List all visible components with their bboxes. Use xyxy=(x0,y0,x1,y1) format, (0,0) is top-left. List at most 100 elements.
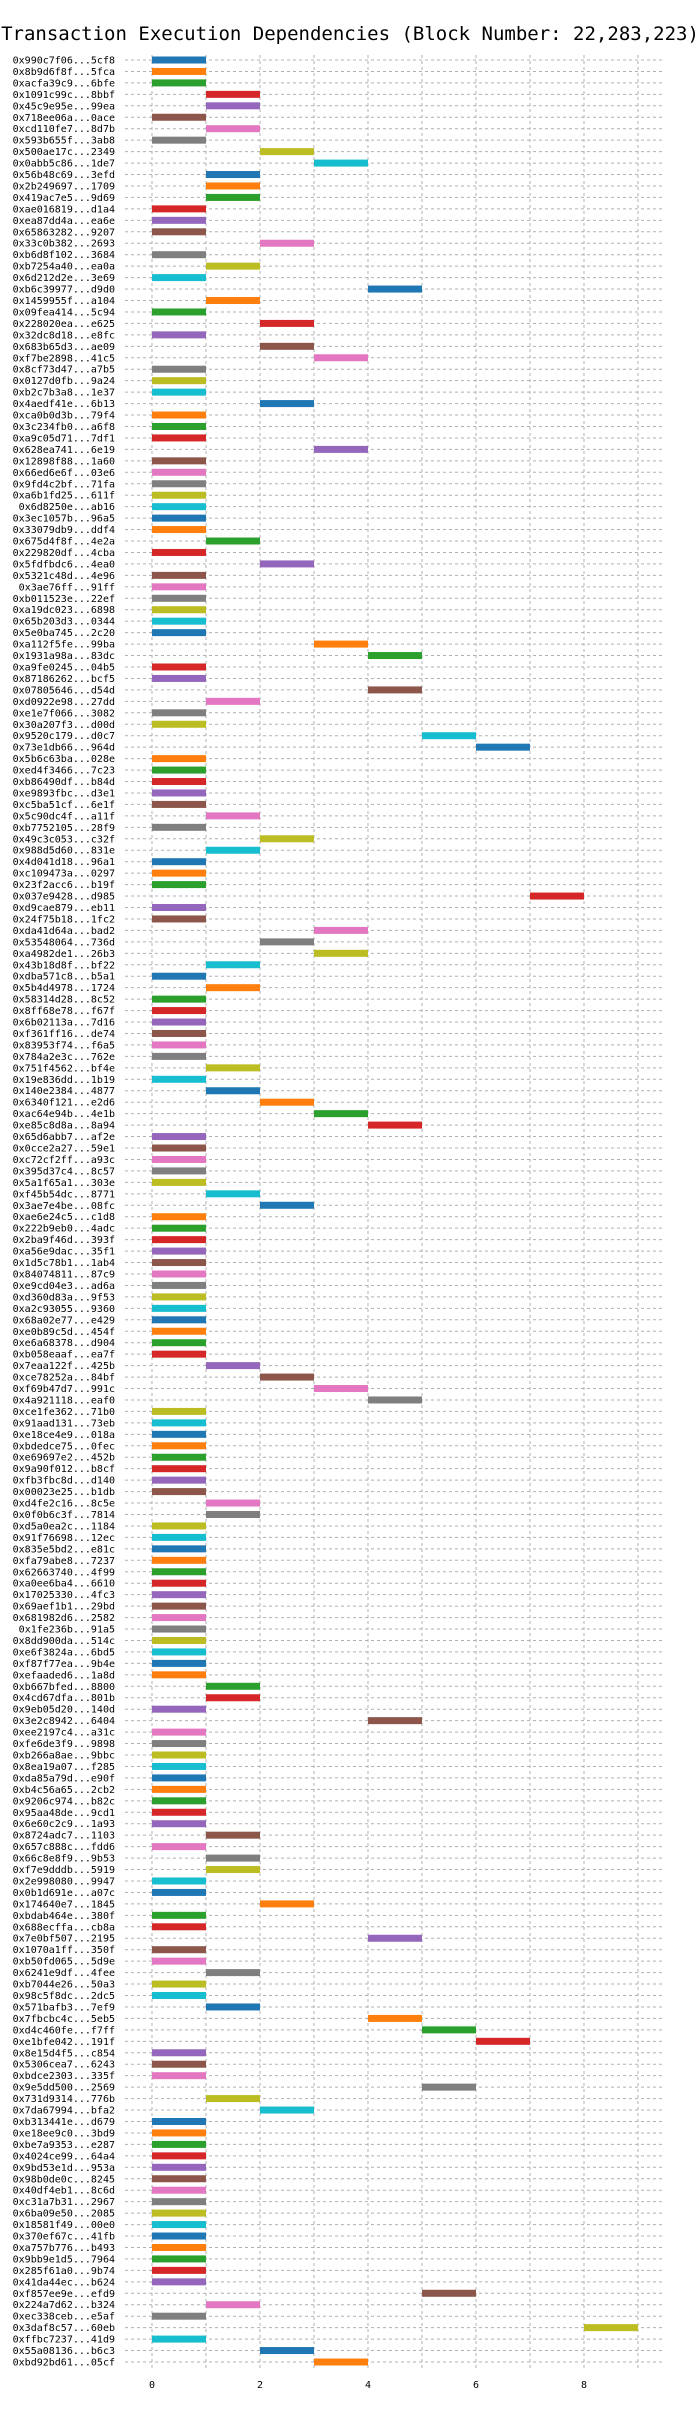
transaction-hash-label: 0xf857ee9e...efd9 xyxy=(13,2289,115,2300)
execution-bar xyxy=(152,869,206,877)
execution-bar xyxy=(152,1007,206,1015)
execution-bar xyxy=(206,812,260,820)
transaction-hash-label: 0xefaaded6...1a8d xyxy=(13,1670,115,1681)
transaction-hash-label: 0x4024ce99...64a4 xyxy=(13,2151,115,2162)
execution-bar xyxy=(152,1488,206,1496)
transaction-hash-label: 0x73e1db66...964d xyxy=(13,743,115,754)
execution-bar xyxy=(152,881,206,889)
execution-bar xyxy=(314,949,368,957)
transaction-hash-label: 0xa0ee6ba4...6610 xyxy=(13,1579,115,1590)
transaction-hash-label: 0xffbc7237...41d9 xyxy=(13,2335,115,2346)
transaction-hash-label: 0x55a08136...b6c3 xyxy=(13,2346,115,2357)
transaction-hash-label: 0x98c5f8dc...2dc5 xyxy=(13,1991,115,2002)
execution-bar xyxy=(260,2347,314,2355)
transaction-hash-label: 0x0f0b6c3f...7814 xyxy=(13,1510,115,1521)
execution-bar xyxy=(152,1556,206,1564)
execution-bar xyxy=(260,2106,314,2114)
execution-bar xyxy=(260,239,314,247)
transaction-hash-label: 0x628ea741...6e19 xyxy=(13,445,115,456)
execution-bar xyxy=(368,2014,422,2022)
execution-bar xyxy=(260,342,314,350)
execution-bar xyxy=(152,1075,206,1083)
execution-bar xyxy=(152,2278,206,2286)
execution-bar xyxy=(206,1510,260,1518)
transaction-hash-label: 0x1fe236b...91a5 xyxy=(19,1625,115,1636)
transaction-hash-label: 0x675d4f8f...4e2a xyxy=(13,537,115,548)
transaction-hash-label: 0xca0b0d3b...79f4 xyxy=(13,411,115,422)
transaction-hash-label: 0x91f76698...12ec xyxy=(13,1533,115,1544)
transaction-hash-label: 0xe1e7f066...3082 xyxy=(13,708,115,719)
execution-bar xyxy=(260,400,314,408)
execution-bar xyxy=(152,1155,206,1163)
transaction-hash-label: 0x4aedf41e...6b13 xyxy=(13,399,115,410)
execution-bar xyxy=(206,1831,260,1839)
execution-bar xyxy=(260,1373,314,1381)
execution-bar xyxy=(152,2117,206,2125)
transaction-hash-label: 0x688ecffa...cb8a xyxy=(13,1922,115,1933)
execution-bar xyxy=(152,1602,206,1610)
transaction-hash-label: 0x62663740...4f99 xyxy=(13,1567,115,1578)
execution-bar xyxy=(152,1247,206,1255)
execution-bar xyxy=(368,1121,422,1129)
transaction-hash-label: 0x9fd4c2bf...71fa xyxy=(13,479,115,490)
execution-bar xyxy=(152,1350,206,1358)
execution-bar xyxy=(152,904,206,912)
transaction-hash-label: 0xa4982de1...26b3 xyxy=(13,949,115,960)
transaction-hash-label: 0x395d37c4...8c57 xyxy=(13,1166,115,1177)
transaction-hash-label: 0x500ae17c...2349 xyxy=(13,147,115,158)
execution-bar xyxy=(152,1785,206,1793)
transaction-hash-label: 0x9eb05d20...140d xyxy=(13,1705,115,1716)
transaction-hash-label: 0x5b6c63ba...028e xyxy=(13,754,115,765)
transaction-hash-label: 0x3ae76ff...91ff xyxy=(19,582,115,593)
transaction-hash-label: 0x7fbcbc4c...5eb5 xyxy=(13,2014,115,2025)
execution-bar xyxy=(314,640,368,648)
execution-bar xyxy=(152,720,206,728)
transaction-hash-label: 0x228020ea...e625 xyxy=(13,319,115,330)
execution-bar xyxy=(152,1992,206,2000)
x-tick-label: 2 xyxy=(257,2380,263,2391)
execution-bar xyxy=(152,365,206,373)
transaction-hash-label: 0xa9c05d71...7df1 xyxy=(13,433,115,444)
transaction-hash-label: 0x7da67994...bfa2 xyxy=(13,2106,115,2117)
transaction-hash-label: 0x91aad131...73eb xyxy=(13,1418,115,1429)
execution-bar xyxy=(152,1167,206,1175)
transaction-hash-label: 0x0127d0fb...9a24 xyxy=(13,376,115,387)
transaction-hash-label: 0x40df4eb1...8c6d xyxy=(13,2186,115,2197)
execution-bar xyxy=(206,90,260,98)
transaction-hash-label: 0xacfa39c9...6bfe xyxy=(13,78,115,89)
transaction-hash-label: 0xa2c93055...9360 xyxy=(13,1304,115,1315)
execution-bar xyxy=(152,411,206,419)
transaction-hash-label: 0x681982d6...2582 xyxy=(13,1613,115,1624)
transaction-hash-label: 0x9a90f012...b8cf xyxy=(13,1464,115,1475)
execution-bar xyxy=(152,766,206,774)
execution-bar xyxy=(152,778,206,786)
transaction-hash-label: 0xb6c39977...d9d0 xyxy=(13,285,115,296)
transaction-hash-label: 0x66c8e8f9...9b53 xyxy=(13,1854,115,1865)
execution-bar xyxy=(152,422,206,430)
execution-bar xyxy=(206,262,260,270)
execution-bar xyxy=(368,1396,422,1404)
transaction-hash-label: 0x7eaa122f...425b xyxy=(13,1361,115,1372)
transaction-hash-label: 0x224a7d62...b324 xyxy=(13,2300,115,2311)
transaction-hash-label: 0xf87f77ea...9b4e xyxy=(13,1659,115,1670)
execution-bar xyxy=(152,457,206,465)
transaction-hash-label: 0x83953f74...f6a5 xyxy=(13,1040,115,1051)
transaction-hash-label: 0x33c0b382...2693 xyxy=(13,239,115,250)
transaction-hash-label: 0x657c888c...fdd6 xyxy=(13,1842,115,1853)
transaction-hash-label: 0x8b9d6f8f...5fca xyxy=(13,67,115,78)
execution-bar xyxy=(206,2301,260,2309)
x-tick-label: 6 xyxy=(473,2380,479,2391)
execution-bar xyxy=(314,1385,368,1393)
execution-bar xyxy=(206,1362,260,1370)
transaction-hash-label: 0xa19dc023...6898 xyxy=(13,605,115,616)
transaction-hash-label: 0x731d9314...776b xyxy=(13,2094,115,2105)
execution-bar xyxy=(152,2129,206,2137)
transaction-hash-label: 0x00023e25...b1db xyxy=(13,1487,115,1498)
execution-bar xyxy=(476,2037,530,2045)
execution-bar xyxy=(152,606,206,614)
transaction-hash-label: 0x32dc8d18...e8fc xyxy=(13,330,115,341)
transaction-hash-label: 0xe0b89c5d...454f xyxy=(13,1327,115,1338)
transaction-hash-label: 0x8dd900da...514c xyxy=(13,1636,115,1647)
transaction-hash-label: 0xbdab464e...380f xyxy=(13,1911,115,1922)
x-tick-labels: 0 2 4 6 8 xyxy=(149,2380,587,2391)
